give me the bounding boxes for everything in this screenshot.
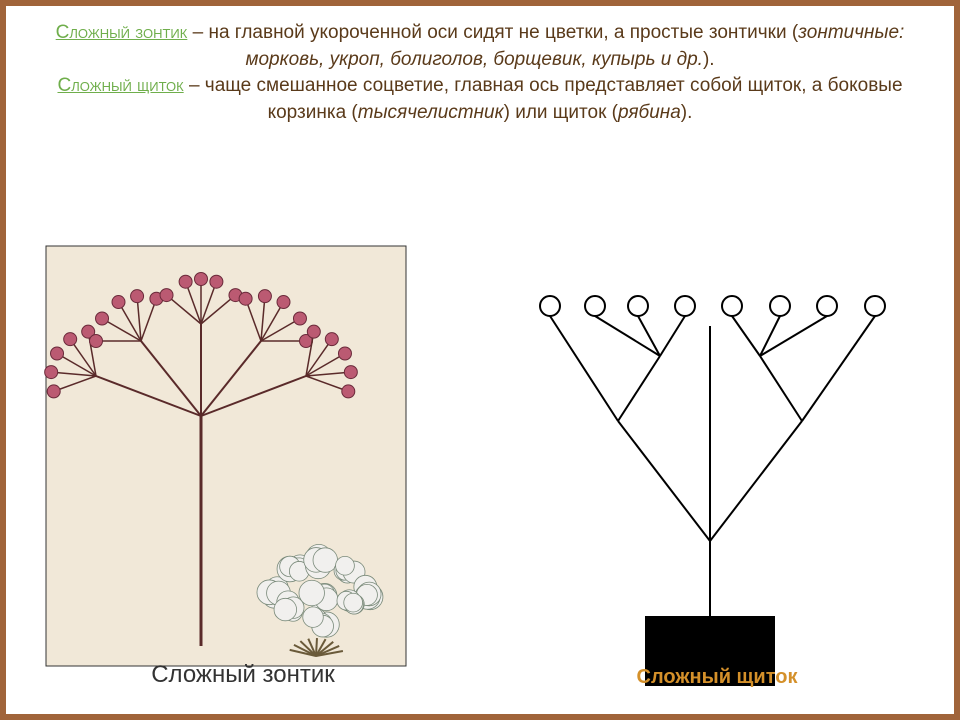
compound-corymb-diagram: Сложный щиток [480,206,954,714]
desc2-italic1: тысячелистник [358,102,504,123]
desc1-end: ). [703,49,715,70]
page: Сложный зонтик – на главной укороченной … [0,0,960,720]
desc1-part1: – на главной укороченной оси сидят не цв… [187,22,798,43]
term-compound-corymb: Сложный щиток [57,75,183,96]
desc2-italic2: рябина [618,102,681,123]
compound-umbel-diagram: Сложный зонтик [6,206,480,714]
desc2-mid: ) или щиток ( [504,102,618,123]
umbel-svg [6,206,476,706]
corymb-svg [480,206,950,706]
umbel-caption: Сложный зонтик [6,661,480,689]
umbel-caption-text: Сложный зонтик [151,661,335,688]
diagrams-row: Сложный зонтик Сложный щиток [6,206,954,714]
corymb-caption-text: Сложный щиток [637,666,798,688]
term-compound-umbel: Сложный зонтик [56,22,188,43]
desc2-end: ). [681,102,693,123]
corymb-caption: Сложный щиток [480,666,954,689]
description-text: Сложный зонтик – на главной укороченной … [6,6,954,134]
